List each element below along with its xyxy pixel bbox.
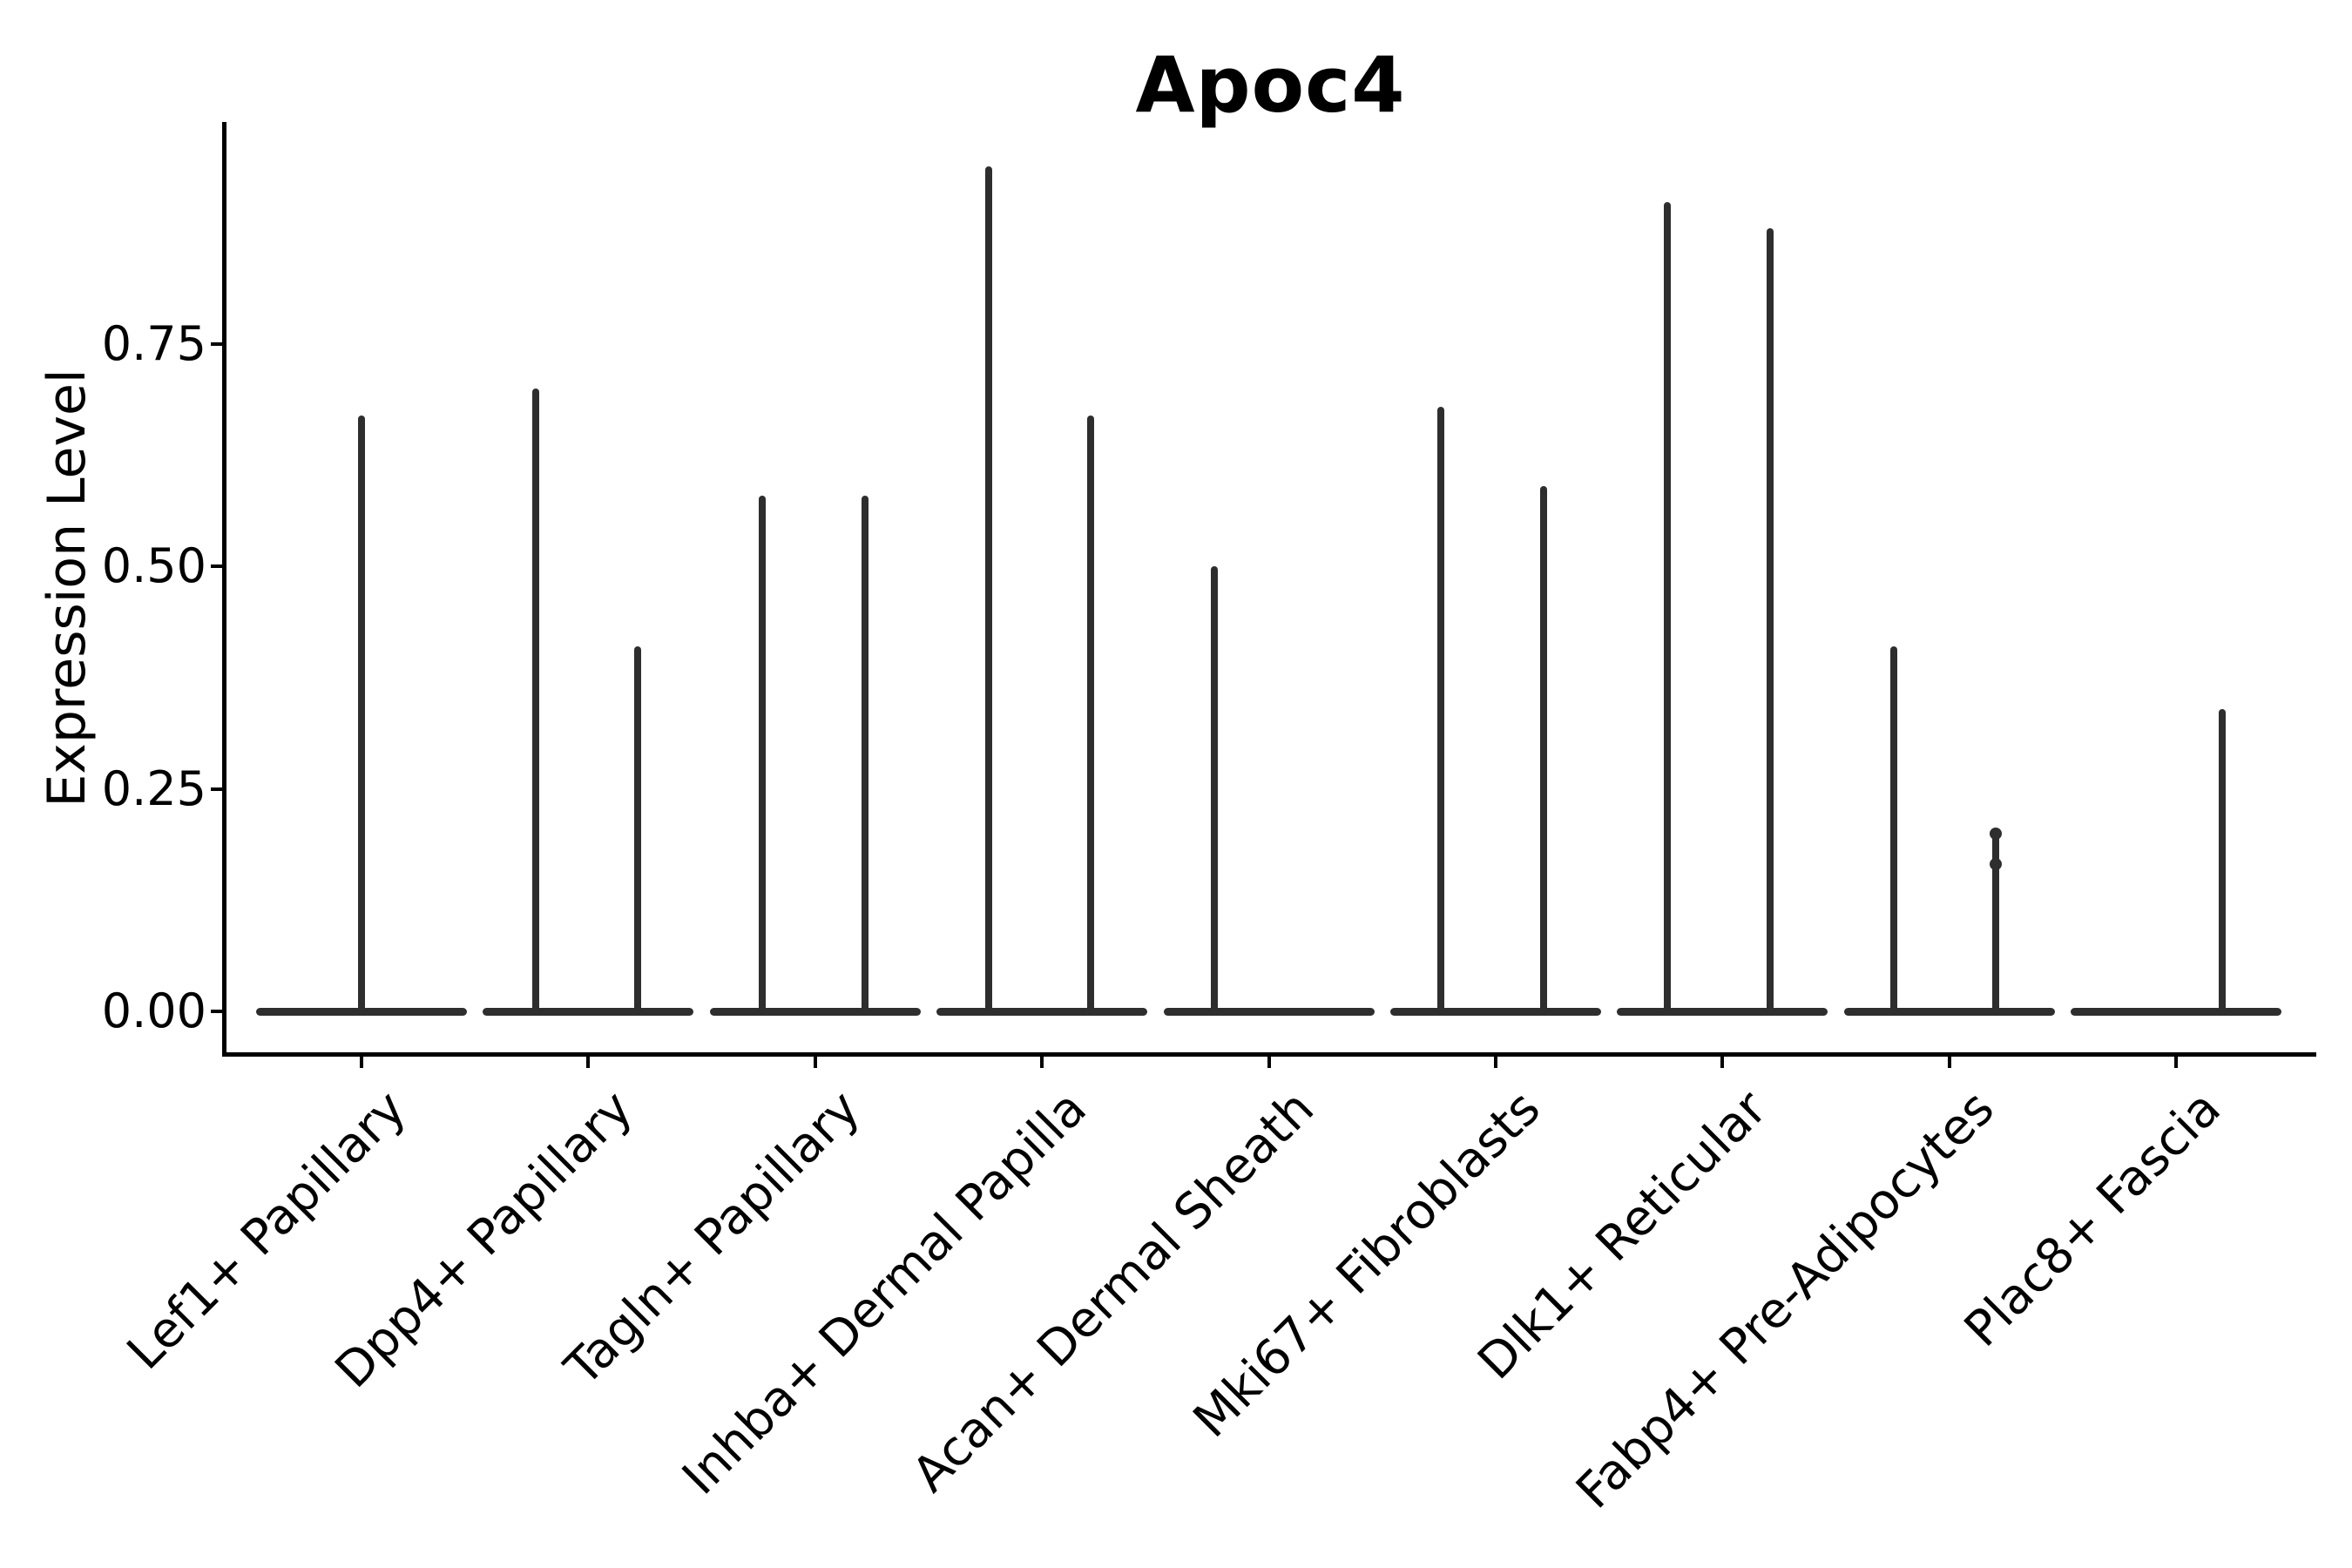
x-tick-mark — [1494, 1057, 1497, 1068]
violin-baseline — [1163, 1008, 1375, 1016]
y-tick-mark — [211, 342, 223, 347]
x-tick-mark — [360, 1057, 363, 1068]
violin-spike-knob — [1989, 858, 2002, 871]
x-tick-mark — [1040, 1057, 1044, 1068]
violin-spike — [1889, 646, 1897, 1016]
violin-spike — [861, 495, 868, 1016]
violin-spike — [1210, 566, 1218, 1016]
violin-spike — [1540, 486, 1547, 1016]
y-tick-mark — [211, 1010, 223, 1013]
x-tick-mark — [586, 1057, 591, 1068]
violin-baseline — [1843, 1008, 2055, 1016]
x-axis-label: Fabp4+ Pre-Adipocytes — [1565, 1079, 2005, 1520]
violin-spike — [1664, 201, 1672, 1016]
x-axis-label: Acan+ Dermal Sheath — [901, 1079, 1325, 1504]
violin-spike — [634, 646, 642, 1016]
violin-spike — [1087, 415, 1095, 1016]
violin-spike — [985, 166, 993, 1016]
x-tick-mark — [813, 1057, 817, 1068]
violin-baseline — [2071, 1008, 2282, 1016]
violin-baseline — [936, 1008, 1148, 1016]
x-tick-mark — [1267, 1057, 1271, 1068]
y-tick-label: 0.00 — [101, 983, 206, 1038]
y-tick-mark — [211, 564, 223, 569]
violin-spike — [758, 495, 766, 1016]
y-tick-mark — [211, 787, 223, 791]
violin-spike — [2219, 708, 2227, 1016]
violin-spike — [1767, 228, 1774, 1016]
violin-spike — [1991, 833, 1999, 1016]
y-tick-label: 0.25 — [101, 760, 206, 816]
violin-spike — [532, 389, 540, 1016]
violin-spike — [358, 415, 365, 1016]
y-tick-label: 0.50 — [101, 538, 206, 594]
violin-spike-knob — [1989, 827, 2002, 840]
x-tick-mark — [1720, 1057, 1725, 1068]
violin-baseline — [483, 1008, 694, 1016]
x-tick-mark — [1947, 1057, 1951, 1068]
violin-baseline — [1617, 1008, 1828, 1016]
x-axis-label: Inhba+ Dermal Papilla — [672, 1079, 1098, 1506]
violin-baseline — [709, 1008, 921, 1016]
chart-title: Apoc4 — [1135, 40, 1406, 130]
x-tick-mark — [2174, 1057, 2179, 1068]
violin-spike — [1437, 406, 1444, 1016]
violin-baseline — [1390, 1008, 1601, 1016]
y-tick-label: 0.75 — [101, 316, 206, 372]
plot-area — [222, 122, 2316, 1057]
